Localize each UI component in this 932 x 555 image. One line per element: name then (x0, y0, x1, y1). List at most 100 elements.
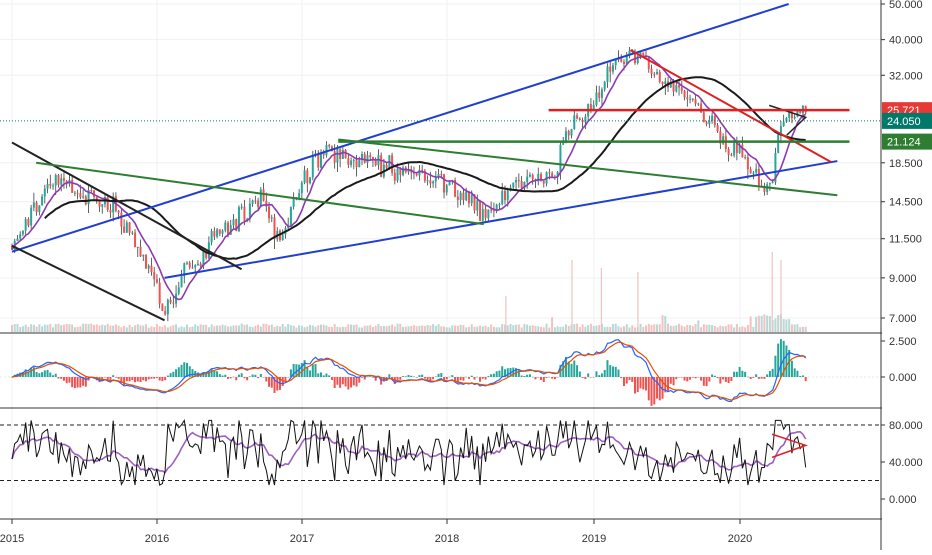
volume-bar (451, 325, 454, 332)
time-axis[interactable]: 2015 2016 2017 2018 2019 2020 (0, 519, 752, 545)
candle-body (281, 234, 284, 241)
candle-body (341, 149, 344, 159)
volume-bar (243, 324, 246, 332)
volume-bar (295, 327, 298, 332)
candle-body (363, 154, 366, 163)
macd-histogram-bar (741, 370, 744, 377)
volume-bar (551, 317, 554, 332)
macd-histogram-bar (556, 377, 559, 378)
volume-bar (41, 326, 44, 332)
macd-histogram-bar (473, 377, 476, 380)
volume-bar (680, 325, 683, 332)
macd-histogram-bar (719, 377, 722, 384)
macd-histogram-bar (175, 369, 178, 377)
candle-body (487, 209, 490, 219)
macd-histogram-bar (246, 377, 249, 381)
volume-bar (213, 326, 216, 332)
macd-histogram-bar (188, 366, 191, 377)
candle-body (262, 189, 265, 201)
macd-histogram-bar (46, 369, 49, 377)
volume-bar (434, 325, 437, 332)
volume-bar (248, 326, 251, 332)
volume-bar (251, 327, 254, 332)
candle-body (374, 159, 377, 166)
trendline[interactable] (630, 49, 832, 163)
macd-histogram-bar (131, 377, 134, 381)
volume-bar (426, 325, 429, 332)
candle-body (614, 59, 617, 66)
volume-bar (90, 323, 93, 332)
candle-body (454, 179, 457, 197)
rsi-tick-label: 40.000 (889, 457, 923, 469)
volume-bar (639, 323, 642, 332)
candle-body (60, 178, 63, 185)
macd-histogram-bar (633, 377, 636, 394)
price-axis[interactable]: 50.00040.00032.00025.72124.05021.12418.5… (881, 0, 932, 550)
volume-bar (330, 326, 333, 332)
candle-body (134, 232, 137, 248)
volume-bar (653, 324, 656, 332)
volume-bar (443, 326, 446, 332)
volume-bar (481, 326, 484, 332)
volume-bar (495, 327, 498, 332)
volume-bar (490, 324, 493, 332)
macd-histogram-bar (689, 377, 692, 380)
macd-histogram-bar (576, 365, 579, 377)
candle-body (237, 207, 240, 232)
candle-body (117, 210, 120, 213)
volume-bar (713, 325, 716, 332)
volume-bar (136, 324, 139, 332)
trendline[interactable] (338, 138, 838, 197)
volume-bar (790, 324, 793, 332)
macd-histogram-bar (675, 377, 678, 380)
macd-histogram-bar (609, 365, 612, 377)
candle-body (669, 82, 672, 88)
candle-body (35, 202, 38, 213)
price-tick-label: 50.000 (889, 0, 923, 11)
candle-body (768, 183, 771, 185)
volume-bar (402, 326, 405, 332)
candle-body (366, 155, 369, 163)
volume-bar (633, 327, 636, 332)
volume-bar (49, 323, 52, 332)
volume-bar (689, 325, 692, 332)
volume-bar (746, 324, 749, 332)
volume-bar (65, 324, 68, 332)
candle-body (150, 265, 153, 273)
candle-body (512, 182, 515, 188)
price-tick-label: 18.500 (889, 158, 923, 170)
candle-body (647, 56, 650, 69)
volume-bar (642, 326, 645, 332)
candle-body (139, 247, 142, 257)
candle-body (639, 52, 642, 56)
trendline[interactable] (11, 3, 789, 253)
candle-body (62, 178, 65, 181)
candle-body (537, 173, 540, 182)
candle-body (309, 177, 312, 184)
candle-body (531, 174, 534, 180)
candle-body (498, 204, 501, 206)
volume-bar (254, 325, 257, 332)
candle-body (680, 87, 683, 91)
volume-bar (336, 326, 339, 332)
candle-body (82, 196, 85, 198)
volume-bar (224, 325, 227, 332)
macd-histogram-bar (71, 377, 74, 388)
candle-body (199, 263, 202, 266)
candle-body (705, 122, 708, 125)
volume-bar (512, 325, 515, 332)
trendline[interactable] (11, 244, 165, 322)
candle-body (90, 190, 93, 192)
rsi-triangle[interactable] (771, 433, 809, 459)
trendline[interactable] (164, 160, 838, 279)
trendline[interactable] (11, 141, 243, 271)
macd-histogram-bar (374, 377, 377, 381)
macd-histogram-bar (281, 377, 284, 386)
candle-body (796, 110, 799, 117)
candle-body (589, 104, 592, 110)
candle-body (476, 200, 479, 211)
macd-histogram-bar (177, 367, 180, 377)
trendline[interactable] (36, 161, 484, 226)
candle-body (380, 155, 383, 177)
